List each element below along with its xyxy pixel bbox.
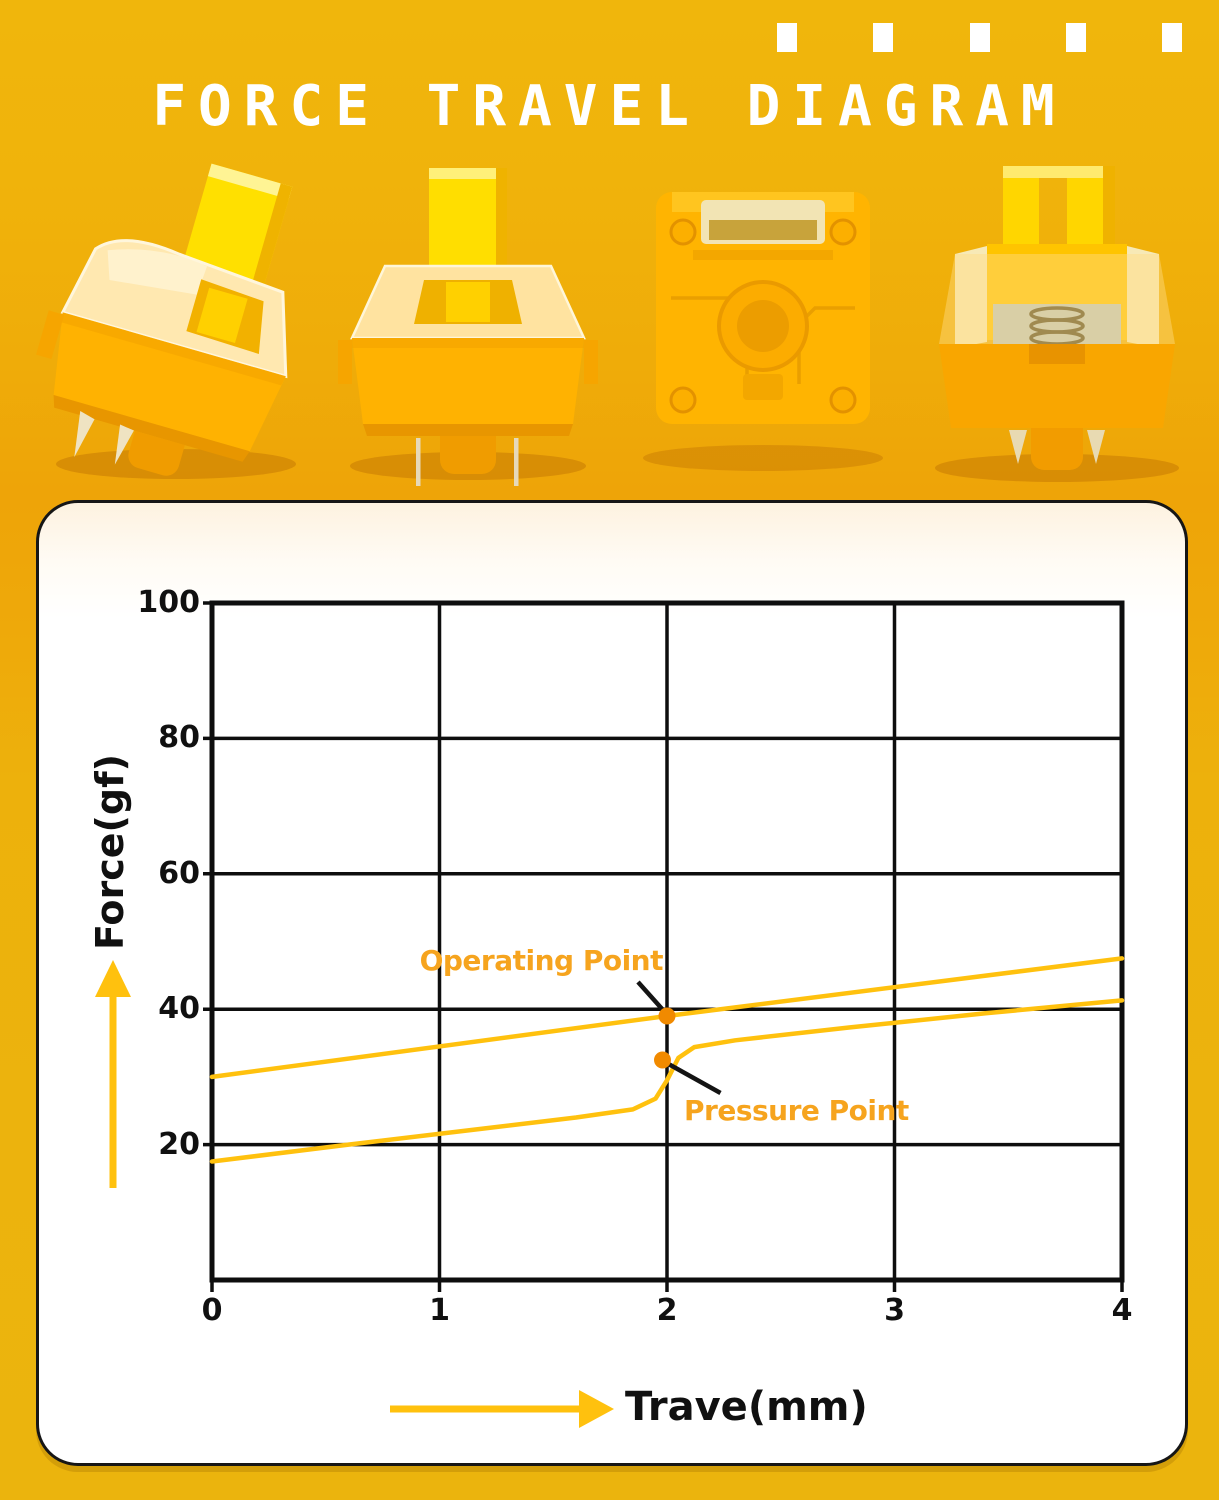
decoration-square bbox=[969, 23, 990, 52]
decoration-square bbox=[777, 23, 797, 52]
switch-shadow bbox=[642, 445, 883, 471]
y-axis-title: Force(gf) bbox=[88, 753, 132, 951]
decoration-square bbox=[1065, 23, 1086, 52]
y-tick-label: 60 bbox=[158, 855, 200, 891]
switch-render-bottom bbox=[642, 192, 883, 471]
page-title: FORCE TRAVEL DIAGRAM bbox=[152, 74, 1067, 139]
y-tick-label: 100 bbox=[137, 585, 200, 620]
x-tick-label: 1 bbox=[429, 1293, 450, 1328]
y-tick-label: 80 bbox=[158, 720, 200, 756]
switch-render-front bbox=[338, 168, 599, 486]
decoration-square bbox=[873, 23, 894, 52]
x-tick-label: 0 bbox=[201, 1293, 223, 1328]
switch-render-rear bbox=[934, 166, 1179, 482]
switch-render-perspective bbox=[36, 163, 296, 479]
switch-render-row bbox=[30, 158, 1201, 488]
x-axis-title: Trave(mm) bbox=[625, 1384, 868, 1430]
x-tick-label: 2 bbox=[656, 1293, 678, 1328]
decoration-square bbox=[1162, 23, 1182, 52]
y-tick-label: 20 bbox=[158, 1126, 200, 1162]
operating-point-label: Operating Point bbox=[419, 944, 664, 977]
y-tick-label: 40 bbox=[158, 991, 200, 1027]
x-tick-label: 4 bbox=[1111, 1293, 1133, 1328]
pressure-point-label: Pressure Point bbox=[684, 1094, 909, 1127]
x-tick-label: 3 bbox=[884, 1293, 905, 1328]
